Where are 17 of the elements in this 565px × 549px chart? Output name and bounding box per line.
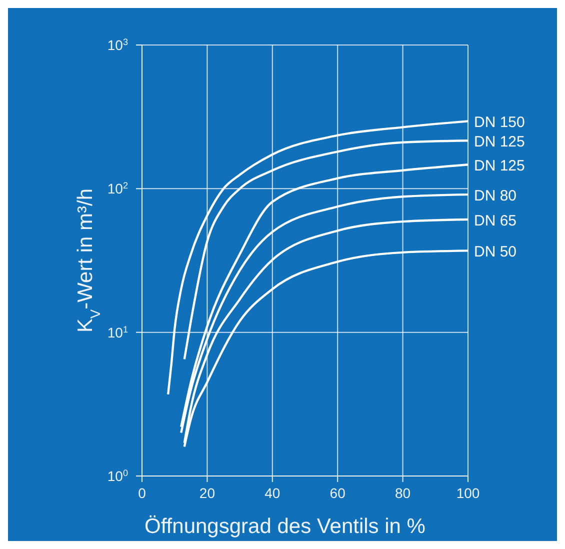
- x-tick-label: 0: [138, 485, 146, 501]
- y-tick-label: 10$^{1}$: [107, 324, 128, 340]
- series-label: DN 125: [474, 158, 525, 175]
- x-axis-title: Öffnungsgrad des Ventils in %: [144, 515, 426, 538]
- x-tick-label: 60: [330, 485, 346, 501]
- series-label: DN 50: [474, 244, 517, 261]
- x-tick-label: 20: [199, 485, 216, 501]
- y-tick-label: 10$^{2}$: [107, 180, 128, 197]
- x-tick-label: 80: [395, 485, 411, 501]
- series-label: DN 80: [474, 188, 517, 205]
- y-tick-label: 10$^{3}$: [107, 37, 128, 53]
- x-tick-label: 100: [456, 485, 480, 501]
- x-tick-label: 40: [264, 485, 280, 501]
- y-tick-label: 10$^{0}$: [107, 468, 128, 484]
- series-label: DN 150: [474, 114, 525, 132]
- series-label: DN 65: [474, 212, 517, 230]
- series-label: DN 125: [474, 134, 525, 151]
